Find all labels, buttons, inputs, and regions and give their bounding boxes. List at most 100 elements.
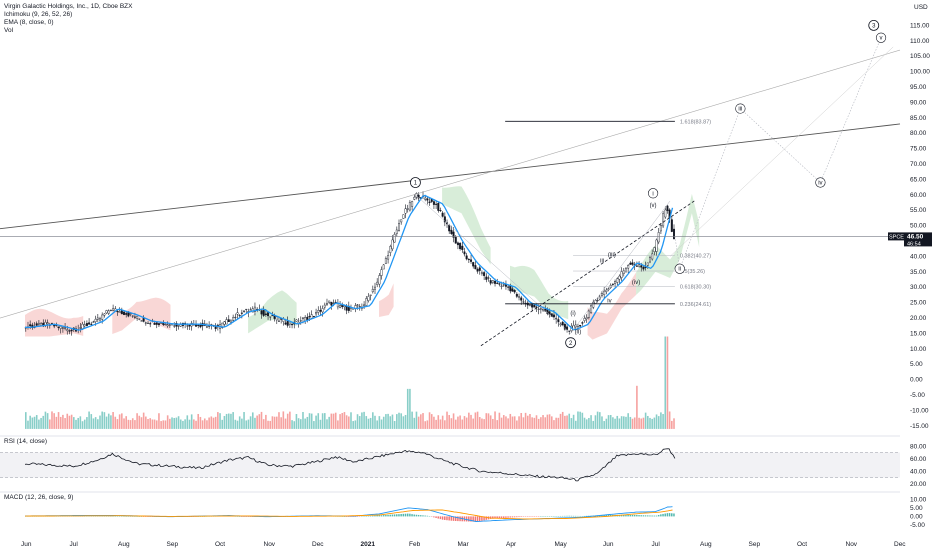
macd-pane-label[interactable]: MACD (12, 26, close, 9) [4,494,74,501]
volume-bar [354,420,357,429]
volume-bar [131,418,134,429]
volume-bar [673,418,675,429]
symbol-title[interactable]: Virgin Galactic Holdings, Inc., 1D, Cboe… [4,3,133,10]
volume-bar [293,421,296,429]
volume-bar [149,418,152,429]
volume-bar [625,416,627,429]
candle-body [319,309,322,312]
candle-body [280,318,283,320]
volume-bar [352,421,354,429]
volume-bar [243,412,245,429]
macd-histogram-bar [657,514,660,517]
rsi-pane [0,448,900,482]
volume-bar [121,413,123,429]
candle-body [659,225,662,232]
volume-bar [631,418,634,429]
volume-bar [363,411,365,429]
volume-bar [446,411,448,429]
candle-body [339,305,342,308]
candle-body [476,268,479,272]
macd-histogram-bar [369,515,372,517]
volume-bar [472,418,475,429]
price-tag-box [904,232,932,247]
candle-body [376,281,379,285]
macd-tick-label: -5.00 [910,522,925,529]
volume-bar [540,417,542,429]
candle-body [467,259,470,261]
candle-body [59,326,62,329]
volume-bar [426,420,429,429]
macd-histogram-bar [448,516,450,521]
volume-bar [166,415,169,429]
volume-bar [557,417,560,429]
ichimoku-label[interactable]: Ichimoku (9, 26, 52, 26) [4,11,73,18]
candle-body [428,201,431,203]
volume-bar [232,412,234,429]
candle-body [295,319,298,322]
volume-bar [391,414,394,429]
macd-histogram-bar [433,516,435,518]
volume-bar [227,413,230,429]
candle-body [291,324,294,326]
macd-histogram-bar [382,515,385,517]
rsi-pane-label[interactable]: RSI (14, close) [4,438,47,445]
volume-bar [607,415,610,429]
candle-body [518,296,521,298]
minor-wave-circle [735,103,746,114]
volume-bar [127,419,130,429]
candle-body [175,323,178,327]
candle-body [598,296,601,300]
macd-histogram-bar [607,514,610,517]
candle-body [539,308,542,310]
macd-histogram-bar [472,516,474,522]
volume-label[interactable]: Vol [4,27,14,34]
rsi-tick-label: 20.00 [910,481,927,488]
volume-bar [450,418,453,429]
macd-histogram-bar [409,513,411,517]
volume-bar [99,415,101,429]
time-tick-label: Sep [167,541,179,548]
macd-histogram-bar [374,515,376,517]
candle-body [478,267,481,271]
candle-body [35,323,38,326]
volume-bar [326,419,328,429]
volume-bar [361,412,363,429]
volume-bar [550,416,553,429]
volume-bar [448,415,451,429]
volume-bar [147,419,149,429]
price-tick-label: 95.00 [910,84,927,91]
time-tick-label: Mar [458,541,470,548]
macd-histogram-bar [662,513,664,517]
candle-body [70,329,73,332]
candle-body [245,308,248,310]
major-wave-circle [565,337,577,349]
macd-histogram-bar [483,516,485,521]
volume-bar [660,412,662,429]
candle-body [426,198,429,201]
volume-bar [513,416,516,429]
candle-body [380,269,383,276]
volume-bar [533,417,536,429]
volume-bar [605,418,608,429]
volume-bar [90,414,93,429]
candle-body [507,286,510,288]
volume-bar [374,415,376,429]
macd-histogram-bar [437,516,439,519]
time-tick-label: Jul [70,541,79,548]
volume-bar [66,413,69,429]
volume-bar [77,417,79,429]
volume-bar [27,420,29,429]
volume-bar [548,414,551,429]
volume-bar [457,416,459,429]
ema-label[interactable]: EMA (8, close, 0) [4,19,54,26]
candle-body [391,239,394,250]
major-wave-label: 1 [414,181,418,187]
candle-body [99,317,102,321]
candle-body [112,308,115,311]
macd-histogram-bar [393,514,396,517]
candle-body [284,322,287,325]
candle-body [363,304,366,307]
volume-bar [555,417,557,429]
volume-bar [265,414,267,429]
